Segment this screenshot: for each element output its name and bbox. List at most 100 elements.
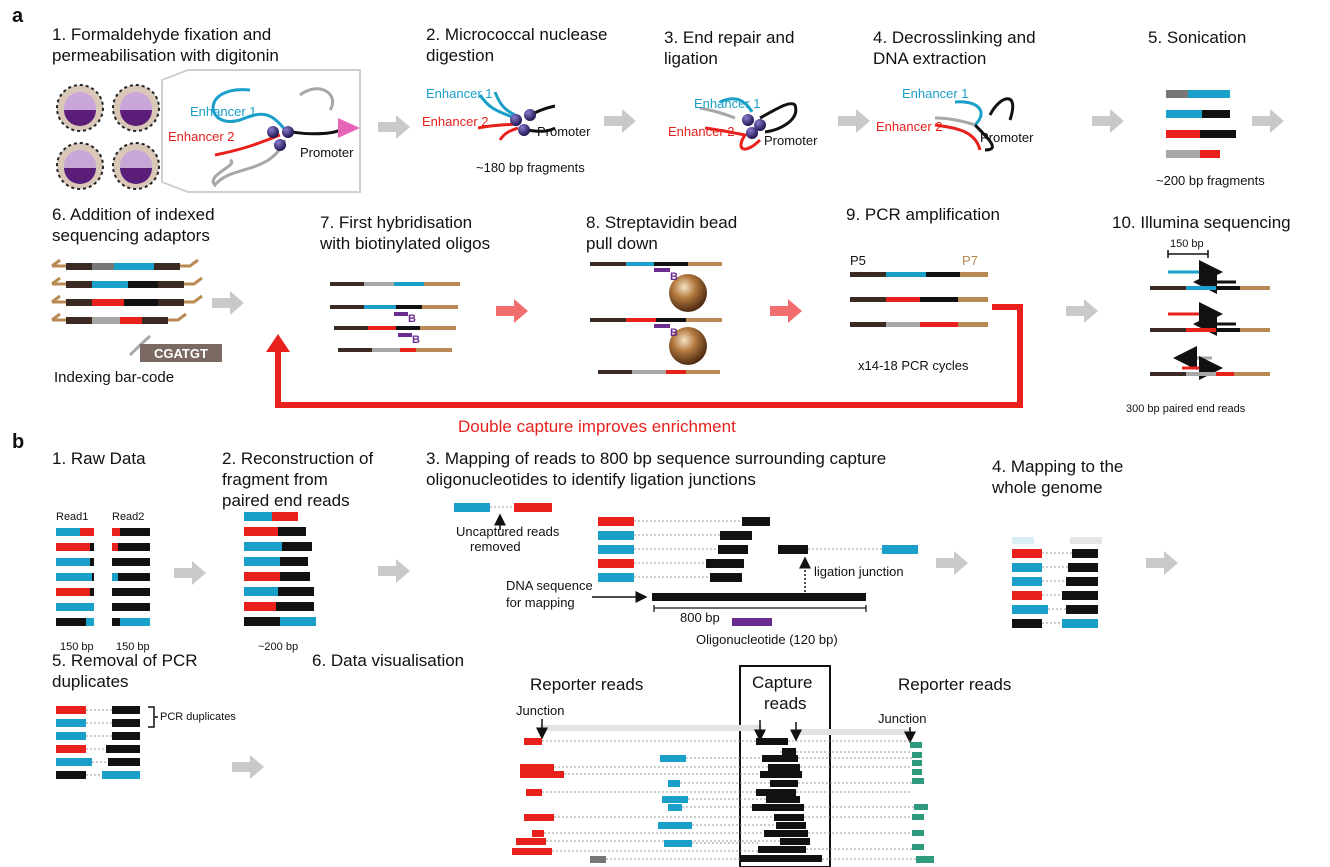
capture-label-1: Capture: [752, 673, 812, 692]
sequenced-reads: [1150, 260, 1270, 380]
enhancer2-label-1: Enhancer 2: [168, 129, 235, 144]
enhancer2-label-3: Enhancer 2: [668, 124, 735, 139]
arrow-8-9: [770, 299, 802, 323]
b1-bp150-a: 150 bp: [60, 641, 94, 653]
step-a6-title-1: 6. Addition of indexed: [52, 205, 215, 224]
chromatin-digested: [477, 91, 556, 141]
capture-label-2: reads: [764, 694, 807, 713]
arrow-b4-b5: [1146, 551, 1178, 575]
reporter-left-label: Reporter reads: [530, 675, 643, 694]
enhancer1-label-1: Enhancer 1: [190, 104, 257, 119]
promoter-label-4: Promoter: [980, 130, 1034, 145]
step-b4-title-2: whole genome: [991, 478, 1103, 497]
step-b2-title-3: paired end reads: [222, 491, 350, 510]
read2-label: Read2: [112, 511, 144, 523]
reporter-right-label: Reporter reads: [898, 675, 1011, 694]
indexing-label: Indexing bar-code: [54, 369, 174, 386]
enhancer1-label-2: Enhancer 1: [426, 86, 493, 101]
enhancer2-label-4: Enhancer 2: [876, 119, 943, 134]
pcr-products: [850, 272, 988, 327]
step-a4-title-1: 4. Decrosslinking and: [873, 28, 1036, 47]
step-a8-title-2: pull down: [586, 234, 658, 253]
arrow-b5-b6: [232, 755, 264, 779]
mapped-reads: [598, 517, 918, 592]
step-a1-title-2: permeabilisation with digitonin: [52, 46, 279, 65]
junction-bar-right: [798, 729, 910, 735]
bp800-scale: [653, 605, 867, 612]
reference-sequence: [652, 593, 866, 601]
cell-1: [56, 84, 104, 132]
step-b1-title: 1. Raw Data: [52, 449, 146, 468]
arrow-9-10: [1066, 299, 1098, 323]
step-b2-title-2: fragment from: [222, 470, 328, 489]
cell-4: [112, 142, 160, 190]
adaptor-fragments: [51, 258, 203, 357]
bp150-scale: [1167, 250, 1209, 258]
double-capture-loop: [275, 304, 1023, 408]
step-a3-title-2: ligation: [664, 49, 718, 68]
arrow-7-8: [496, 299, 528, 323]
barcode-label: CGATGT: [154, 346, 208, 361]
biotin-label-3: B: [670, 271, 678, 283]
pcr-duplicates-label: PCR duplicates: [160, 711, 236, 723]
step-b3-title-1: 3. Mapping of reads to 800 bp sequence s…: [426, 449, 886, 468]
junction-right-label: Junction: [878, 711, 926, 726]
oligo-label: Oligonucleotide (120 bp): [696, 632, 838, 647]
step-a7-title-2: with biotinylated oligos: [319, 234, 490, 253]
bead-pulldown: [590, 262, 722, 374]
arrow-b3-b4: [936, 551, 968, 575]
fragment-180-label: ~180 bp fragments: [476, 160, 585, 175]
b2-bp200: ~200 bp: [258, 641, 298, 653]
arrows-row-1: [378, 109, 1284, 139]
step-a10-title: 10. Illumina sequencing: [1112, 213, 1291, 232]
promoter-label-3: Promoter: [764, 133, 818, 148]
step-b5-title-2: duplicates: [52, 672, 129, 691]
paired-reads-label: 300 bp paired end reads: [1126, 403, 1246, 415]
sonicated-fragments: [1166, 90, 1236, 158]
raw-reads: [56, 528, 150, 626]
visualisation-reads: [512, 738, 934, 863]
step-a6-title-2: sequencing adaptors: [52, 226, 210, 245]
chromatin-ligated: [699, 97, 798, 151]
uncaptured-read: [454, 503, 552, 530]
step-b6-title: 6. Data visualisation: [312, 651, 464, 670]
step-a5-title: 5. Sonication: [1148, 28, 1246, 47]
step-a4-title-2: DNA extraction: [873, 49, 986, 68]
dna-seq-label-1: DNA sequence: [506, 578, 593, 593]
uncaptured-label-2: removed: [470, 539, 521, 554]
genome-mapped-reads: [1012, 537, 1102, 628]
step-a8-title-1: 8. Streptavidin bead: [586, 213, 737, 232]
ligation-junction-label: ligation junction: [814, 564, 904, 579]
zoom-box: [161, 69, 361, 193]
reconstructed-fragments: [244, 512, 316, 626]
promoter-label-1: Promoter: [300, 145, 354, 160]
junction-left-label: Junction: [516, 703, 564, 718]
b1-bp150-b: 150 bp: [116, 641, 150, 653]
step-b2-title-1: 2. Reconstruction of: [222, 449, 373, 468]
promoter-label-2: Promoter: [537, 124, 591, 139]
cell-3: [56, 142, 104, 190]
hybridised-fragments: [330, 282, 460, 352]
panel-b-label: b: [12, 431, 24, 453]
double-capture-arrowhead: [266, 334, 290, 352]
step-a3-title-1: 3. End repair and: [664, 28, 794, 47]
step-b5-title-1: 5. Removal of PCR: [52, 651, 198, 670]
step-a2-title-2: digestion: [426, 46, 494, 65]
dna-extracted: [934, 97, 1015, 152]
panel-a-label: a: [12, 5, 24, 27]
enhancer1-label-3: Enhancer 1: [694, 96, 761, 111]
step-a2-title-1: 2. Micrococcal nuclease: [426, 25, 607, 44]
step-b4-title-1: 4. Mapping to the: [992, 457, 1123, 476]
dedup-reads: [56, 706, 158, 779]
read1-label: Read1: [56, 511, 88, 523]
cell-2: [112, 84, 160, 132]
p7-label: P7: [962, 253, 978, 268]
bp150-label: 150 bp: [1170, 238, 1204, 250]
biotin-label-2: B: [412, 334, 420, 346]
chromatin-loop-1: [211, 87, 360, 188]
bp800-label: 800 bp: [680, 610, 720, 625]
oligonucleotide-bar: [732, 618, 772, 626]
p5-label: P5: [850, 253, 866, 268]
step-a9-title: 9. PCR amplification: [846, 205, 1000, 224]
